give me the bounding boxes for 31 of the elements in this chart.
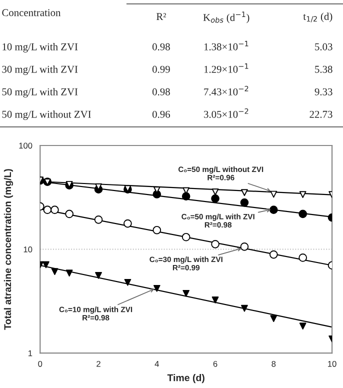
text: 0.98 — [152, 88, 170, 96]
text: 0.98 — [152, 43, 170, 50]
text: 10 mg/L with ZVI — [2, 42, 78, 52]
text: 50 mg/L without ZVI — [2, 110, 91, 120]
x-tick-label: 0 — [38, 360, 42, 367]
text: 0.96 — [152, 110, 170, 118]
text: 30 mg/L with ZVI — [2, 65, 78, 75]
text: 22.73 — [310, 110, 332, 118]
text: 5.38 — [315, 66, 332, 73]
text: 5.03 — [315, 43, 332, 50]
x-axis-title: Time (d) — [167, 374, 204, 384]
y-axis-title: Total atrazine concentration (mg/L) — [4, 169, 14, 330]
text: 9.33 — [314, 88, 332, 96]
text: 7.43×10$^{−2}$ — [204, 86, 248, 96]
text: R² — [156, 13, 166, 20]
x-tick-label: 6 — [213, 360, 218, 367]
x-tick-label: 2 — [96, 360, 100, 367]
y-tick-label: 100 — [19, 142, 32, 149]
text: 0.99 — [152, 66, 170, 73]
y-tick-label: 10 — [24, 246, 32, 252]
text: Concentration — [2, 9, 61, 16]
text: 50 mg/L with ZVI — [2, 88, 78, 98]
x-tick-label: 10 — [328, 360, 336, 367]
y-tick-label: 1 — [28, 350, 32, 356]
x-tick-label: 4 — [154, 361, 159, 367]
text: K$_{obs}$ (d$^{−1}$) — [203, 12, 250, 24]
text: 3.05×10$^{−2}$ — [204, 108, 248, 118]
text: 1.38×10$^{−1}$ — [204, 40, 248, 50]
x-tick-label: 8 — [272, 360, 276, 367]
text: 1.29×10$^{−1}$ — [204, 63, 248, 73]
text: t$_{1/2}$ (d) — [303, 12, 332, 22]
